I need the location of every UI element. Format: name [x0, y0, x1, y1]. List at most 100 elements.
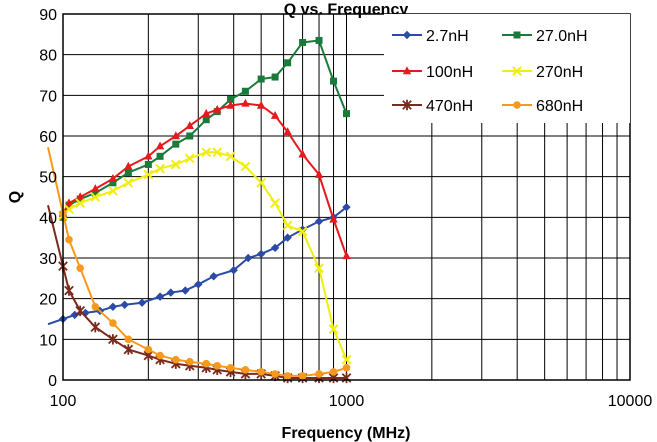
data-point [137, 298, 147, 307]
data-point [226, 100, 235, 109]
legend-marker [402, 30, 412, 40]
y-tick-label: 30 [39, 251, 57, 268]
data-point [270, 110, 280, 119]
data-point [270, 243, 280, 253]
tick-labels: 0 10 20 30 40 50 60 70 80 90 100 1000 10000 [39, 7, 652, 410]
legend-marker [402, 66, 412, 75]
y-tick-label: 0 [48, 373, 57, 390]
legend-box [384, 14, 630, 123]
x-tick-label: 10000 [608, 393, 653, 410]
data-point [212, 147, 223, 158]
data-point [65, 235, 73, 244]
data-point [185, 357, 194, 366]
data-point [155, 141, 165, 150]
data-point [76, 264, 85, 272]
data-point [90, 192, 101, 202]
legend-marker [512, 66, 522, 76]
data-point [124, 161, 133, 170]
legend-item: 2.7nH [392, 28, 469, 45]
legend-label: 27.0nH [536, 28, 588, 45]
data-point [64, 198, 74, 207]
data-point [143, 169, 154, 180]
y-axis-label: Q [7, 191, 24, 203]
data-point [202, 108, 211, 117]
data-point [124, 335, 133, 344]
data-point [166, 288, 175, 297]
legend-marker [513, 101, 521, 109]
data-point [329, 214, 338, 223]
data-point [108, 174, 118, 182]
legend-item: 270nH [502, 64, 583, 81]
data-point [342, 202, 351, 212]
data-point [109, 319, 117, 327]
data-point [120, 300, 129, 309]
data-point [298, 149, 307, 158]
data-point [257, 75, 265, 83]
data-point [144, 345, 153, 354]
data-point [342, 364, 351, 372]
data-point [298, 372, 307, 380]
series-270nH [58, 147, 352, 365]
series-100nH [58, 98, 351, 260]
legend-item: 100nH [392, 64, 473, 81]
data-point [123, 344, 134, 355]
data-point [172, 140, 180, 148]
data-point [284, 59, 292, 67]
data-point [283, 372, 292, 380]
data-point [155, 163, 165, 174]
data-point [170, 159, 181, 170]
data-point [343, 110, 350, 118]
data-point [194, 280, 203, 289]
legend-label: 270nH [536, 64, 583, 81]
data-point [108, 185, 118, 196]
data-point [257, 368, 265, 376]
data-point [314, 263, 324, 274]
data-point [341, 354, 352, 365]
data-point [256, 100, 266, 109]
data-point [271, 370, 279, 378]
data-point [75, 198, 86, 209]
y-tick-label: 90 [39, 7, 57, 24]
data-point [271, 73, 279, 81]
data-point [108, 302, 118, 311]
data-point [108, 334, 118, 345]
data-point [144, 160, 152, 168]
y-tick-label: 10 [39, 332, 57, 349]
x-axis-label: Frequency (MHz) [282, 425, 411, 442]
data-point [186, 132, 194, 140]
legend-item: 470nH [392, 98, 473, 115]
data-point [329, 368, 338, 376]
data-point [314, 169, 324, 178]
y-tick-label: 20 [39, 292, 57, 309]
data-point [123, 177, 134, 188]
data-point [64, 285, 74, 296]
legend: 2.7nH 27.0nH 100nH 270nH 470nH 680nH [384, 14, 630, 123]
legend-marker [513, 31, 521, 39]
legend-label: 470nH [426, 98, 473, 115]
data-point [315, 36, 323, 44]
data-point [225, 151, 236, 162]
data-point [124, 169, 132, 177]
data-point [156, 152, 164, 160]
series-group [47, 36, 352, 384]
series-line [47, 204, 347, 379]
data-point [283, 127, 292, 136]
legend-item: 27.0nH [502, 28, 588, 45]
data-point [155, 292, 165, 301]
series-line [47, 206, 348, 326]
data-point [256, 177, 267, 188]
data-point [144, 151, 153, 160]
legend-item: 680nH [502, 98, 583, 115]
data-point [240, 161, 251, 172]
series-680nH [47, 147, 351, 380]
data-point [315, 370, 323, 378]
y-tick-label: 40 [39, 210, 57, 227]
data-point [75, 305, 86, 317]
data-point [283, 233, 292, 242]
series-470nH [47, 204, 352, 384]
data-point [91, 184, 100, 193]
data-point [185, 121, 194, 130]
data-point [172, 355, 180, 364]
data-point [314, 217, 324, 226]
series-2.7nH [47, 202, 351, 326]
